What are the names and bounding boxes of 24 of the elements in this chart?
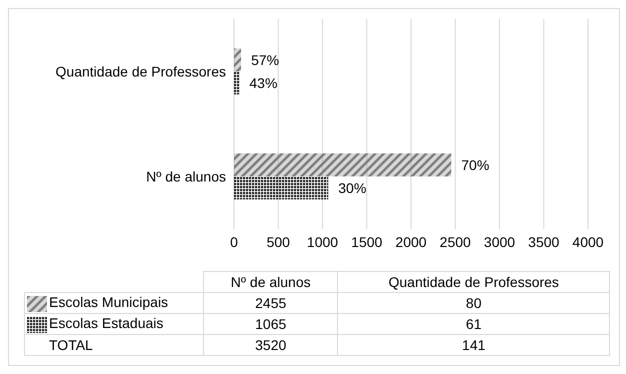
- x-tick-label: 0: [230, 234, 238, 250]
- text: 2455: [204, 292, 338, 314]
- legend-label: Escolas Estaduais: [49, 315, 164, 332]
- x-tick-label: 2500: [440, 234, 472, 250]
- text: 1065: [204, 314, 338, 334]
- text: TOTAL: [24, 334, 204, 356]
- x-tick-label: 500: [266, 234, 290, 250]
- x-tick-label: 2000: [395, 234, 427, 250]
- x-tick-label: 1500: [351, 234, 383, 250]
- annotation: 70%: [461, 157, 490, 173]
- text: 141: [338, 334, 610, 356]
- text: 80: [338, 292, 610, 314]
- x-tick-label: 3000: [484, 234, 516, 250]
- annotation: 57%: [251, 52, 280, 68]
- x-tick-label: 1000: [306, 234, 338, 250]
- legend-label: Escolas Municipais: [49, 294, 168, 310]
- annotation: 43%: [249, 75, 278, 91]
- x-tick-label: 4000: [572, 234, 604, 250]
- annotation: 30%: [338, 180, 366, 196]
- text: 3520: [204, 334, 338, 356]
- category-label: Quantidade de Professores: [388, 274, 559, 290]
- x-tick-label: 3500: [528, 234, 560, 250]
- category-label: Nº de alunos: [230, 274, 311, 290]
- text: 61: [338, 314, 610, 334]
